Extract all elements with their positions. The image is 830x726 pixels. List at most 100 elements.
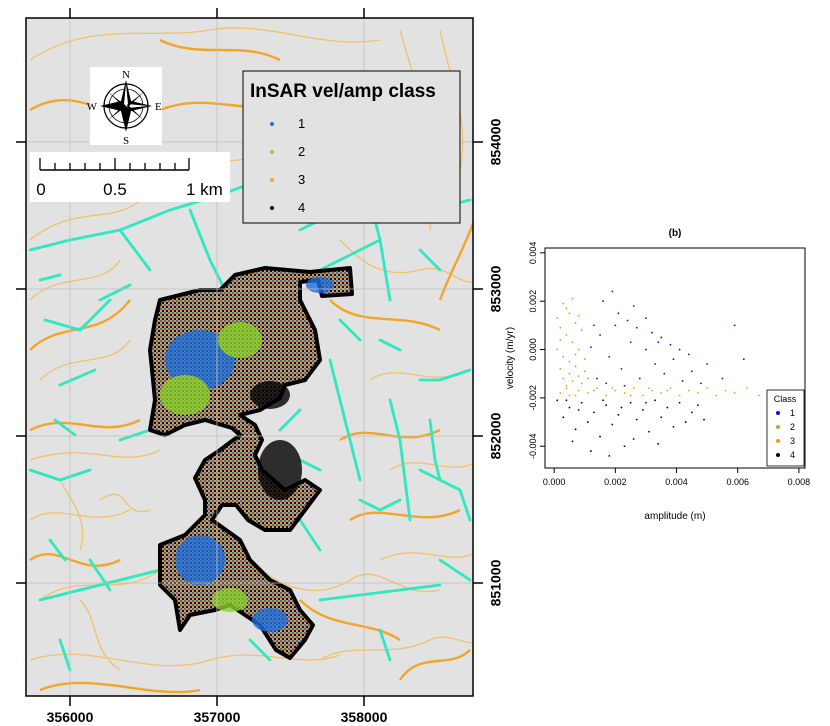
scatter-point-class-2 [559, 326, 562, 329]
map-x-tick-label: 358000 [341, 709, 388, 725]
map-x-tick-label: 356000 [47, 709, 94, 725]
scatter-point-class-1 [700, 382, 702, 385]
scatter-point-class-1 [635, 326, 638, 329]
legend-marker-2 [270, 150, 274, 154]
scatter-point-class-2 [571, 297, 574, 300]
scatter-point-class-4 [684, 421, 687, 423]
map-legend-label: 3 [298, 172, 305, 187]
scatter-point-class-2 [562, 377, 565, 380]
scatter-point-class-4 [645, 401, 647, 404]
scatter-point-class-3 [611, 387, 614, 390]
scatter-point-class-4 [641, 409, 644, 411]
map-x-tick-label: 357000 [194, 709, 241, 725]
scatter-point-class-2 [583, 370, 586, 373]
scatter-point-class-4 [577, 409, 580, 411]
scatter-point-class-3 [596, 387, 598, 390]
scatter-point-class-2 [571, 380, 574, 382]
scatter-point-class-2 [586, 377, 589, 380]
scatter-legend-label: 2 [790, 422, 795, 432]
scatter-point-class-4 [660, 416, 663, 419]
scatter-point-class-4 [599, 435, 601, 438]
scatter-point-class-2 [559, 338, 562, 341]
scatter-point-class-3 [706, 387, 709, 390]
map-legend-title: InSAR vel/amp class [250, 81, 436, 102]
scatter-panel: (b) 0.000 0.002 0.004 0.006 0.008 -0.004 -0.00… [505, 228, 810, 522]
scatter-point-class-3 [577, 389, 580, 392]
scatter-point-class-2 [565, 334, 568, 336]
scatter-point-class-1 [690, 370, 693, 373]
scatter-point-class-2 [574, 365, 577, 368]
scatter-point-class-1 [663, 372, 666, 375]
scatter-point-class-1 [632, 305, 635, 307]
scatter-point-class-1 [611, 290, 614, 293]
map-legend-label: 2 [298, 144, 305, 159]
scatter-point-class-2 [580, 382, 583, 385]
compass-south-label: S [123, 135, 129, 147]
scatter-point-class-4 [620, 406, 623, 409]
scatter-title: (b) [669, 228, 682, 239]
scatter-legend-marker-2 [776, 425, 780, 429]
scatter-point-class-3 [697, 392, 699, 394]
scatter-point-class-1 [645, 317, 647, 320]
scatter-point-class-4 [678, 401, 681, 404]
scatter-x-tick-label: 0.000 [543, 477, 566, 487]
map-legend-item: 4 [270, 200, 305, 215]
scatter-point-class-1 [651, 331, 653, 334]
scatter-point-class-1 [623, 384, 626, 387]
scatter-legend-label: 1 [790, 408, 795, 418]
scale-label-half: 0.5 [103, 180, 127, 199]
scatter-legend-title: Class [774, 394, 797, 404]
scatter-point-class-4 [589, 450, 592, 452]
scatter-point-class-4 [635, 418, 638, 421]
map-legend-item: 2 [270, 144, 305, 159]
scatter-point-class-1 [657, 341, 660, 344]
scatter-point-class-2 [577, 348, 580, 351]
scatter-point-class-1 [672, 358, 675, 361]
scatter-point-class-2 [562, 355, 565, 358]
scatter-point-class-3 [568, 394, 571, 397]
scatter-point-class-4 [611, 423, 614, 426]
scatter-point-class-2 [568, 312, 571, 315]
scatter-points [556, 290, 773, 457]
scatter-point-class-1 [645, 348, 647, 351]
scatter-point-class-3 [629, 394, 632, 397]
scatter-point-class-2 [583, 358, 586, 361]
scatter-point-class-3 [623, 392, 626, 394]
legend-marker-1 [270, 122, 274, 126]
scatter-point-class-4 [593, 411, 595, 414]
scatter-x-tick-label: 0.004 [665, 477, 688, 487]
scatter-x-tick-label: 0.006 [726, 477, 749, 487]
scatter-axes: 0.000 0.002 0.004 0.006 0.008 -0.004 -0.002 0.0… [528, 242, 810, 487]
scatter-point-class-4 [629, 401, 632, 404]
scatter-point-class-3 [574, 394, 577, 397]
map-frame [25, 17, 474, 697]
scatter-point-class-2 [577, 314, 580, 317]
map-y-tick-label: 852000 [488, 412, 504, 459]
scatter-point-class-1 [593, 324, 595, 327]
compass-east-label: E [155, 101, 162, 113]
scatter-point-class-1 [681, 380, 684, 382]
scatter-point-class-1 [599, 334, 601, 336]
map-y-tick-label: 851000 [488, 559, 504, 606]
scale-label-0: 0 [36, 180, 45, 199]
scatter-point-class-3 [565, 387, 568, 390]
scatter-point-class-3 [724, 389, 727, 392]
scale-label-1km: 1 km [186, 180, 223, 199]
scatter-point-class-4 [672, 426, 675, 428]
scatter-point-class-1 [654, 363, 657, 365]
scatter-point-class-1 [617, 312, 620, 315]
scatter-point-class-4 [697, 404, 699, 407]
scatter-point-class-1 [596, 377, 598, 380]
class-point-clusters [160, 277, 334, 632]
scatter-point-class-4 [565, 399, 568, 402]
scatter-point-class-1 [608, 355, 611, 358]
scale-bar: 0 0.5 1 km [30, 152, 230, 202]
scatter-point-class-3 [559, 392, 562, 394]
scatter-point-class-2 [577, 375, 580, 378]
scatter-point-class-1 [620, 367, 623, 370]
scatter-point-class-2 [565, 384, 568, 387]
scatter-point-class-1 [721, 377, 724, 380]
map-x-axis [69, 8, 365, 706]
scatter-point-class-2 [565, 307, 568, 310]
